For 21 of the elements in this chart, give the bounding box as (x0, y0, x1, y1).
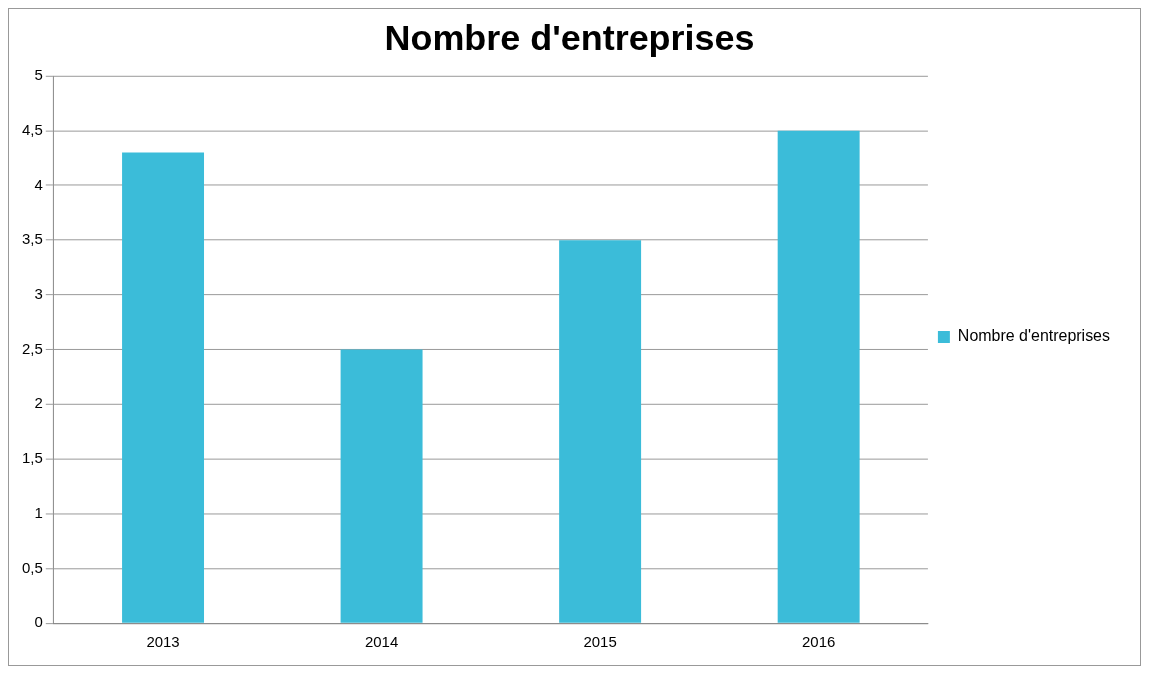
x-tick-label: 2013 (146, 633, 180, 651)
bar (122, 152, 205, 623)
y-tick-label: 1 (34, 503, 43, 521)
bar (777, 130, 860, 623)
y-tick-label: 4 (34, 175, 43, 193)
y-tick-label: 4,5 (21, 120, 43, 138)
legend-label: Nombre d'entreprises (957, 327, 1110, 345)
y-tick-label: 3 (34, 284, 43, 302)
x-tick-label: 2015 (583, 633, 617, 651)
y-tick-label: 2 (34, 394, 43, 412)
y-tick-label: 3,5 (21, 230, 43, 248)
x-tick-label: 2014 (364, 633, 399, 651)
y-tick-label: 0 (34, 613, 43, 631)
y-tick-label: 1,5 (21, 449, 43, 467)
x-tick-label: 2016 (802, 633, 836, 651)
y-tick-label: 2,5 (21, 339, 43, 357)
bar (559, 240, 642, 623)
chart-title: Nombre d'entreprises (384, 17, 755, 59)
y-tick-label: 5 (34, 66, 43, 84)
y-tick-label: 0,5 (21, 558, 43, 576)
bar (340, 349, 423, 623)
